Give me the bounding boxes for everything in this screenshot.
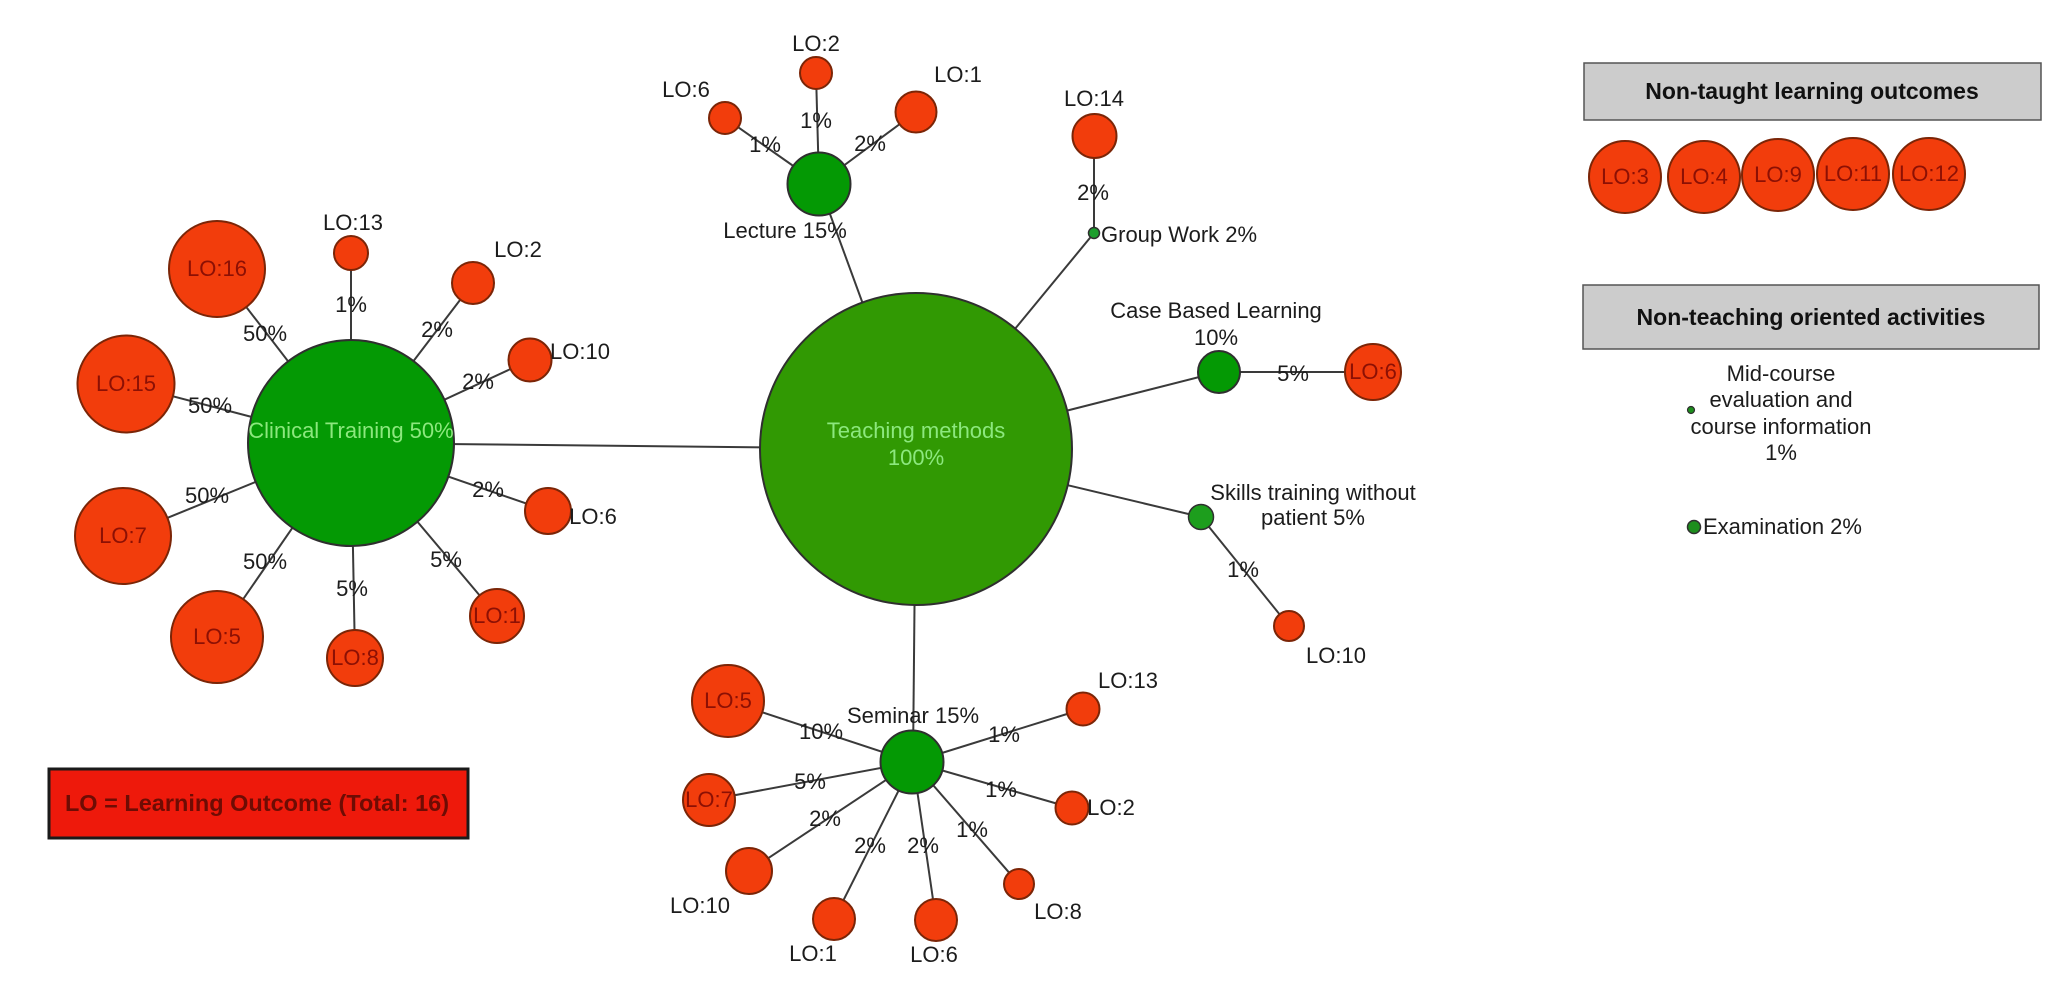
svg-text:5%: 5%	[1277, 361, 1309, 386]
svg-text:LO:15: LO:15	[96, 371, 156, 396]
svg-text:LO:6: LO:6	[662, 77, 710, 102]
svg-text:1%: 1%	[956, 817, 988, 842]
svg-text:LO:1: LO:1	[789, 941, 837, 966]
svg-text:2%: 2%	[1077, 180, 1109, 205]
svg-text:LO:8: LO:8	[331, 645, 379, 670]
svg-text:evaluation and: evaluation and	[1709, 387, 1852, 412]
svg-text:LO:1: LO:1	[473, 603, 521, 628]
svg-text:LO:13: LO:13	[323, 210, 383, 235]
svg-text:1%: 1%	[1227, 557, 1259, 582]
svg-text:LO:3: LO:3	[1601, 164, 1649, 189]
svg-text:LO:2: LO:2	[792, 31, 840, 56]
svg-text:1%: 1%	[988, 722, 1020, 747]
svg-text:LO:13: LO:13	[1098, 668, 1158, 693]
svg-text:LO:5: LO:5	[193, 624, 241, 649]
svg-text:patient 5%: patient 5%	[1261, 505, 1365, 530]
svg-text:LO:14: LO:14	[1064, 86, 1124, 111]
svg-text:LO:6: LO:6	[569, 504, 617, 529]
svg-text:Non-teaching oriented activiti: Non-teaching oriented activities	[1637, 304, 1986, 330]
svg-text:LO:8: LO:8	[1034, 899, 1082, 924]
svg-text:Mid-course: Mid-course	[1727, 361, 1836, 386]
svg-text:2%: 2%	[809, 806, 841, 831]
svg-text:LO:10: LO:10	[1306, 643, 1366, 668]
svg-text:LO:10: LO:10	[670, 893, 730, 918]
svg-text:50%: 50%	[243, 549, 287, 574]
svg-text:Seminar 15%: Seminar 15%	[847, 703, 979, 728]
svg-text:1%: 1%	[800, 108, 832, 133]
svg-text:50%: 50%	[188, 393, 232, 418]
svg-text:2%: 2%	[854, 833, 886, 858]
svg-text:1%: 1%	[335, 292, 367, 317]
svg-text:LO:11: LO:11	[1824, 161, 1882, 186]
svg-text:course information: course information	[1691, 414, 1872, 439]
svg-text:2%: 2%	[472, 477, 504, 502]
svg-text:Skills training without: Skills training without	[1210, 480, 1415, 505]
svg-text:LO:6: LO:6	[1349, 359, 1397, 384]
svg-text:2%: 2%	[421, 317, 453, 342]
svg-text:5%: 5%	[336, 576, 368, 601]
svg-text:5%: 5%	[430, 547, 462, 572]
svg-text:LO:12: LO:12	[1899, 161, 1959, 186]
svg-text:Teaching methods: Teaching methods	[827, 418, 1006, 443]
svg-text:LO = Learning Outcome (Total:: LO = Learning Outcome (Total: 16)	[65, 790, 449, 816]
svg-text:Case Based Learning: Case Based Learning	[1110, 298, 1322, 323]
svg-text:5%: 5%	[794, 769, 826, 794]
svg-text:LO:4: LO:4	[1680, 164, 1728, 189]
svg-text:LO:2: LO:2	[494, 237, 542, 262]
svg-text:LO:2: LO:2	[1087, 795, 1135, 820]
svg-text:LO:9: LO:9	[1754, 162, 1802, 187]
svg-text:1%: 1%	[749, 132, 781, 157]
svg-text:100%: 100%	[888, 445, 944, 470]
svg-text:LO:6: LO:6	[910, 942, 958, 967]
svg-text:LO:1: LO:1	[934, 62, 982, 87]
svg-text:10%: 10%	[799, 719, 843, 744]
svg-text:1%: 1%	[1765, 440, 1797, 465]
svg-text:Group Work 2%: Group Work 2%	[1101, 222, 1257, 247]
svg-text:LO:16: LO:16	[187, 256, 247, 281]
svg-text:2%: 2%	[854, 131, 886, 156]
svg-text:LO:10: LO:10	[550, 339, 610, 364]
svg-text:Non-taught learning outcomes: Non-taught learning outcomes	[1645, 78, 1979, 104]
svg-text:LO:5: LO:5	[704, 688, 752, 713]
svg-text:50%: 50%	[185, 483, 229, 508]
svg-text:Clinical Training 50%: Clinical Training 50%	[248, 418, 453, 443]
svg-text:LO:7: LO:7	[685, 787, 733, 812]
svg-text:LO:7: LO:7	[99, 523, 147, 548]
svg-text:Examination 2%: Examination 2%	[1703, 514, 1862, 539]
svg-text:Lecture 15%: Lecture 15%	[723, 218, 847, 243]
svg-text:50%: 50%	[243, 321, 287, 346]
svg-text:1%: 1%	[985, 777, 1017, 802]
svg-text:2%: 2%	[462, 369, 494, 394]
svg-text:2%: 2%	[907, 833, 939, 858]
svg-text:10%: 10%	[1194, 325, 1238, 350]
